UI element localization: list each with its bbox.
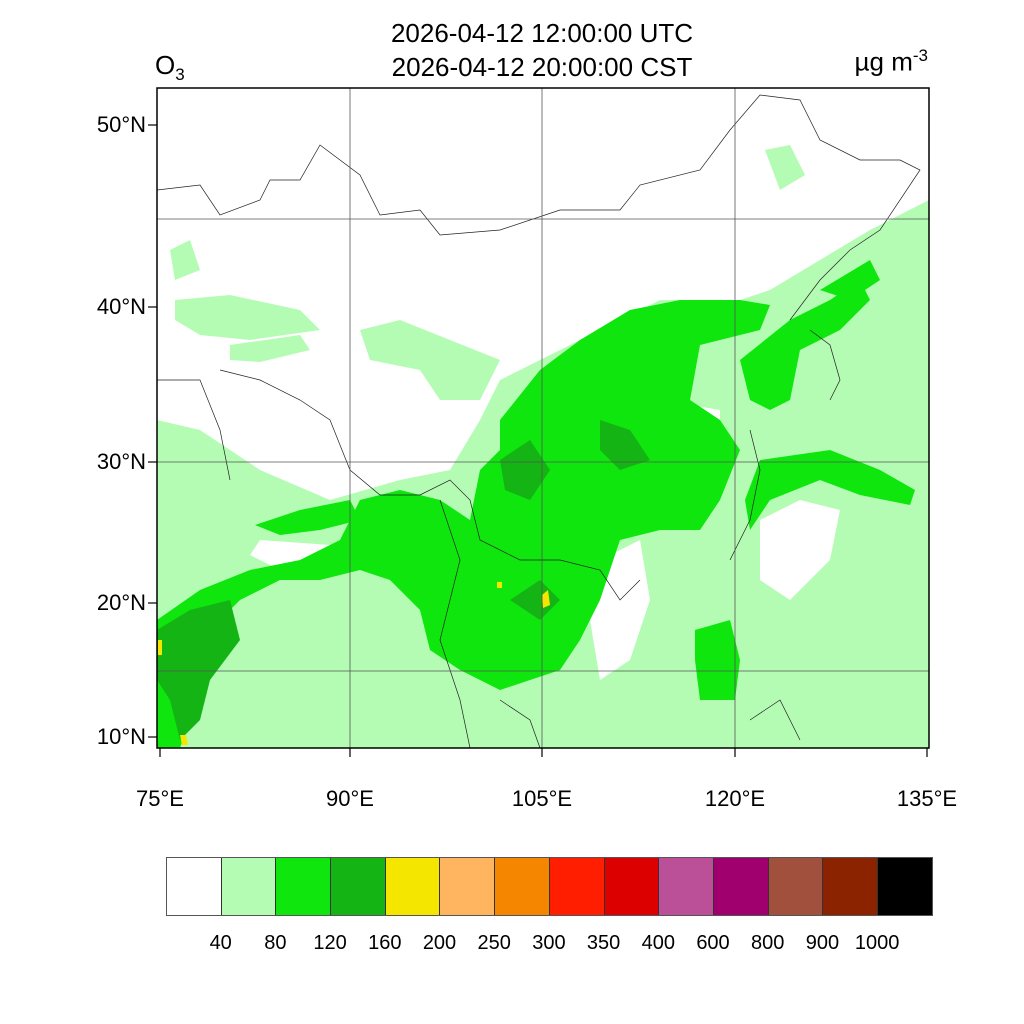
lat-label: 30°N <box>96 449 146 474</box>
colorbar-label: 800 <box>751 932 785 954</box>
colorbar-swatch <box>221 858 277 915</box>
lon-label: 120°E <box>704 786 766 811</box>
o3-160-200-areas <box>158 582 550 745</box>
graticule <box>157 88 929 748</box>
units-label: µg m-3 <box>855 46 928 78</box>
colorbar-swatch <box>440 858 496 915</box>
lat-label: 10°N <box>96 724 146 749</box>
colorbar-swatch <box>331 858 386 915</box>
colorbar-swatch <box>276 858 332 915</box>
colorbar-label: 80 <box>264 932 287 954</box>
variable-label: O3 <box>155 50 185 85</box>
units-base: µg m <box>854 46 913 77</box>
map-frame <box>156 87 930 749</box>
colorbar-label: 160 <box>368 932 402 954</box>
colorbar-swatch <box>495 858 550 915</box>
lon-label: 135°E <box>896 786 958 811</box>
colorbar-label: 600 <box>696 932 730 954</box>
colorbar-swatch <box>385 858 441 915</box>
axis-ticks <box>148 124 928 757</box>
colorbar-label: 250 <box>477 932 511 954</box>
colorbar-swatch <box>659 858 714 915</box>
lon-label: 90°E <box>326 786 374 811</box>
colorbar-swatch <box>877 858 932 915</box>
variable-base: O <box>155 50 176 80</box>
lon-label: 75°E <box>136 786 184 811</box>
colorbar-label: 300 <box>532 932 566 954</box>
lat-label: 50°N <box>96 112 146 137</box>
lat-label: 40°N <box>96 294 146 319</box>
colorbar-label: 900 <box>805 932 840 954</box>
lon-label: 105°E <box>511 786 573 811</box>
units-sup: -3 <box>912 46 928 65</box>
country-borders <box>157 94 921 748</box>
colorbar-label: 350 <box>586 932 621 954</box>
lat-label: 20°N <box>96 590 146 615</box>
title-utc: 2026-04-12 12:00:00 UTC <box>390 18 694 48</box>
o3-120-160-areas <box>157 420 650 740</box>
o3-field <box>157 94 929 748</box>
title-cst: 2026-04-12 20:00:00 CST <box>391 52 693 82</box>
colorbar-label: 200 <box>422 932 457 954</box>
colorbar-swatch <box>768 858 824 915</box>
colorbar <box>166 857 933 916</box>
colorbar-swatch <box>823 858 878 915</box>
colorbar-label: 40 <box>209 932 232 954</box>
colorbar-label: 1000 <box>854 932 900 954</box>
o3-80-120-areas <box>157 260 915 748</box>
colorbar-label: 400 <box>641 932 675 954</box>
colorbar-swatch <box>167 858 222 915</box>
variable-sub: 3 <box>175 65 185 85</box>
colorbar-swatch <box>713 858 769 915</box>
colorbar-swatch <box>604 858 660 915</box>
colorbar-label: 120 <box>313 932 347 954</box>
colorbar-swatch <box>549 858 605 915</box>
